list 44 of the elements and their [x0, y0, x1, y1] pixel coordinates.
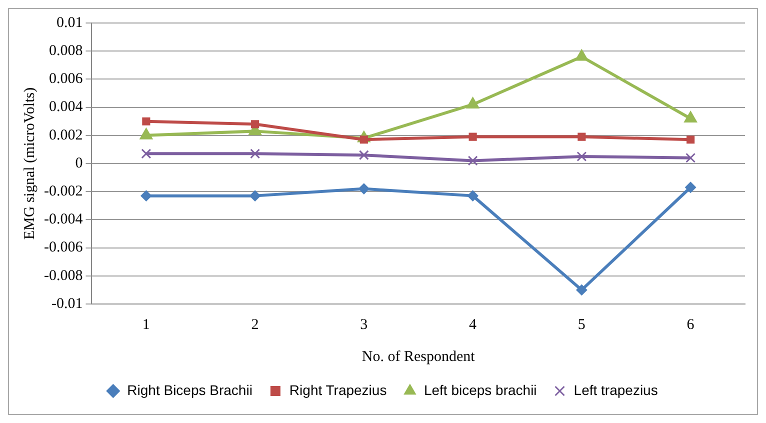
x-tick-label: 5: [578, 316, 586, 333]
y-tick-label: 0.008: [48, 43, 83, 60]
point: [466, 96, 480, 108]
legend-label: Right Trapezius: [289, 382, 387, 398]
y-tick-label: -0.01: [51, 296, 83, 312]
legend-label: Right Biceps Brachii: [127, 382, 252, 398]
point: [140, 190, 152, 202]
y-tick-label: -0.002: [44, 184, 83, 200]
y-tick-label: -0.004: [44, 212, 84, 228]
x-tick-label: 2: [251, 316, 259, 333]
point: [250, 148, 260, 159]
point: [578, 132, 586, 141]
point: [251, 120, 260, 128]
point: [467, 190, 478, 202]
point: [575, 49, 588, 61]
y-tick-label: 0.01: [56, 14, 83, 31]
y-tick-label: -0.008: [44, 268, 83, 284]
y-tick-label: 0.006: [48, 71, 84, 88]
point: [686, 152, 696, 163]
point: [684, 111, 698, 123]
y-tick-label: -0.006: [44, 240, 84, 256]
x-tick-label: 1: [142, 316, 150, 333]
y-tick-label: 0.004: [48, 99, 84, 116]
point: [686, 136, 695, 144]
point: [576, 284, 588, 296]
x-tick-label: 4: [469, 316, 478, 333]
legend-label: Left biceps brachii: [424, 382, 537, 398]
point: [468, 132, 477, 141]
point: [140, 128, 153, 140]
y-axis-title: EMG signal (microVolts): [22, 87, 38, 240]
point: [141, 148, 152, 159]
point: [358, 150, 369, 160]
y-tick-label: 0: [75, 155, 83, 172]
legend-label: Left trapezius: [574, 382, 658, 398]
point: [576, 151, 587, 162]
x-tick-label: 6: [686, 316, 695, 333]
point: [358, 183, 370, 194]
point: [142, 117, 150, 126]
point: [468, 156, 478, 166]
point: [250, 190, 261, 202]
x-tick-label: 3: [360, 316, 368, 333]
y-tick-label: 0.002: [48, 127, 83, 144]
x-axis-title: No. of Respondent: [362, 348, 476, 365]
point: [685, 182, 696, 193]
